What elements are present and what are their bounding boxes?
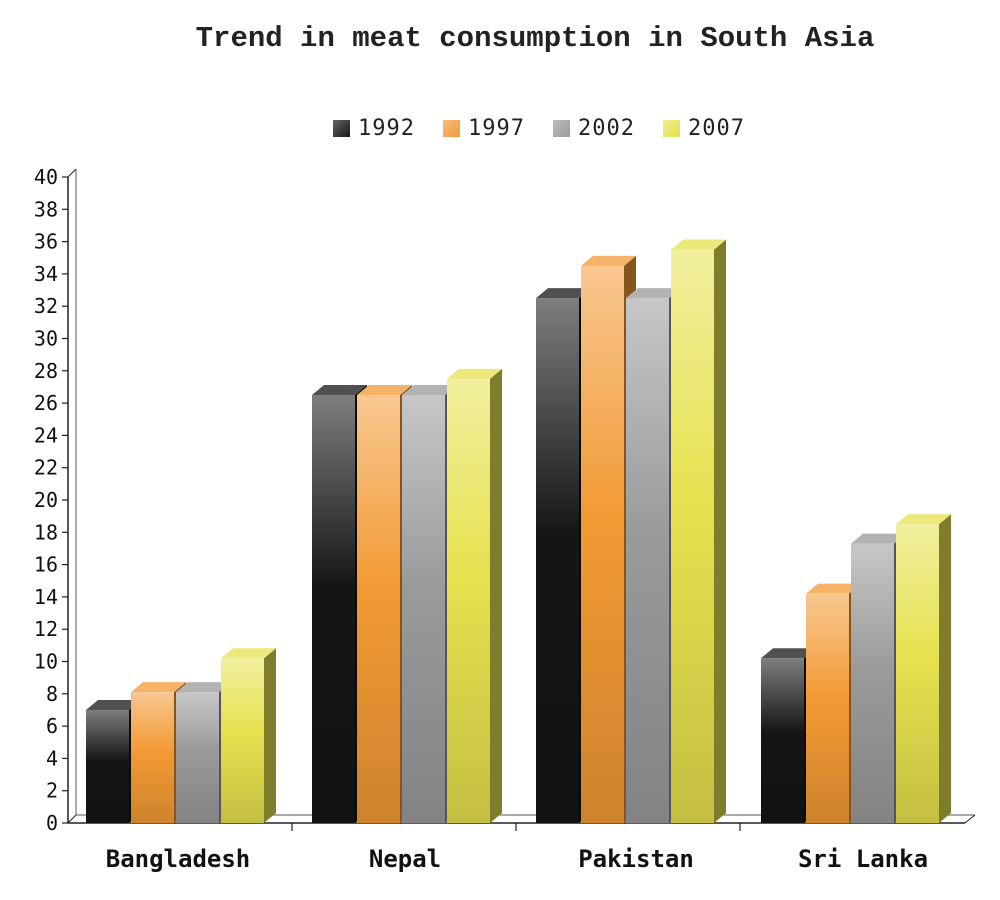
bar-top	[581, 255, 636, 266]
chart-title: Trend in meat consumption in South Asia	[195, 22, 875, 55]
bar-top	[806, 583, 861, 594]
legend: 1992 1997 2002 2007	[333, 116, 773, 141]
y-tick-label: 40	[34, 165, 58, 189]
legend-label: 1997	[467, 116, 525, 141]
bar-top	[402, 385, 457, 396]
bar-front	[221, 658, 264, 823]
bar-top	[447, 368, 502, 379]
y-tick-label: 14	[34, 585, 58, 609]
bar-top	[86, 699, 141, 710]
bar-top	[626, 288, 681, 299]
x-tick-label: Sri Lanka	[798, 845, 928, 873]
bar-front	[671, 249, 714, 824]
x-tick-label: Nepal	[369, 845, 441, 873]
legend-label: 2002	[577, 116, 635, 141]
bar-front	[402, 395, 445, 823]
y-tick-label: 36	[34, 230, 58, 254]
y-tick-label: 16	[34, 553, 58, 577]
bar-top	[761, 648, 816, 659]
y-tick-label: 24	[34, 423, 58, 447]
y-tick-label: 12	[34, 617, 58, 641]
bar-front	[581, 265, 624, 823]
bar-side	[264, 648, 276, 823]
bar-nepal-2007	[447, 368, 502, 823]
y-tick-label: 30	[34, 327, 58, 351]
bar-front	[357, 395, 400, 823]
legend-label: 2007	[687, 116, 745, 141]
y-tick-label: 26	[34, 391, 58, 415]
legend-item-1992: 1992	[333, 116, 415, 141]
legend-swatch	[442, 120, 460, 137]
x-tick-label: Pakistan	[578, 845, 694, 873]
y-tick-label: 8	[46, 682, 58, 706]
legend-swatch	[662, 120, 680, 137]
y-tick-label: 20	[34, 488, 58, 512]
y-tick-label: 4	[46, 746, 58, 770]
bar-front	[447, 378, 490, 823]
bar-bangladesh-2007	[221, 648, 276, 823]
bar-top	[357, 385, 412, 396]
x-axis-end	[964, 814, 976, 824]
bar-front	[896, 524, 939, 823]
bar-front	[131, 692, 174, 823]
bar-pakistan-2007	[671, 239, 726, 824]
labels: 0246810121416182022242628303234363840Ban…	[34, 165, 928, 873]
legend-item-2007: 2007	[662, 116, 745, 141]
bar-top	[671, 239, 726, 250]
bar-front	[806, 593, 849, 823]
bars	[86, 239, 951, 824]
bar-side	[490, 368, 502, 823]
y-axis-depth	[67, 168, 77, 178]
bar-front	[761, 658, 804, 823]
bar-front	[626, 298, 669, 823]
y-tick-label: 0	[46, 811, 58, 835]
x-tick-label: Bangladesh	[106, 845, 251, 873]
y-tick-label: 18	[34, 520, 58, 544]
bar-top	[851, 533, 906, 544]
bar-front	[176, 692, 219, 823]
legend-item-2002: 2002	[552, 116, 635, 141]
legend-swatch	[552, 120, 570, 137]
y-tick-label: 32	[34, 294, 58, 318]
y-tick-label: 28	[34, 359, 58, 383]
bar-top	[131, 682, 186, 693]
bar-top	[312, 385, 367, 396]
legend-label: 1992	[358, 116, 415, 141]
y-tick-label: 22	[34, 456, 58, 480]
bar-front	[851, 543, 894, 823]
y-axis-depth-bottom	[67, 814, 77, 824]
bar-front	[86, 709, 129, 823]
bar-top	[176, 682, 231, 693]
y-tick-label: 38	[34, 197, 58, 221]
bar-side	[939, 514, 951, 823]
bar-top	[896, 514, 951, 525]
y-tick-label: 10	[34, 650, 58, 674]
legend-swatch	[333, 120, 350, 137]
y-tick-label: 2	[46, 779, 58, 803]
bar-front	[312, 395, 355, 823]
legend-item-1997: 1997	[442, 116, 525, 141]
bar-top	[536, 288, 591, 299]
bar-sri-lanka-2007	[896, 514, 951, 823]
bar-front	[536, 298, 579, 823]
y-tick-label: 34	[34, 262, 58, 286]
y-tick-label: 6	[46, 714, 58, 738]
bar-top	[221, 648, 276, 659]
bar-side	[714, 239, 726, 824]
